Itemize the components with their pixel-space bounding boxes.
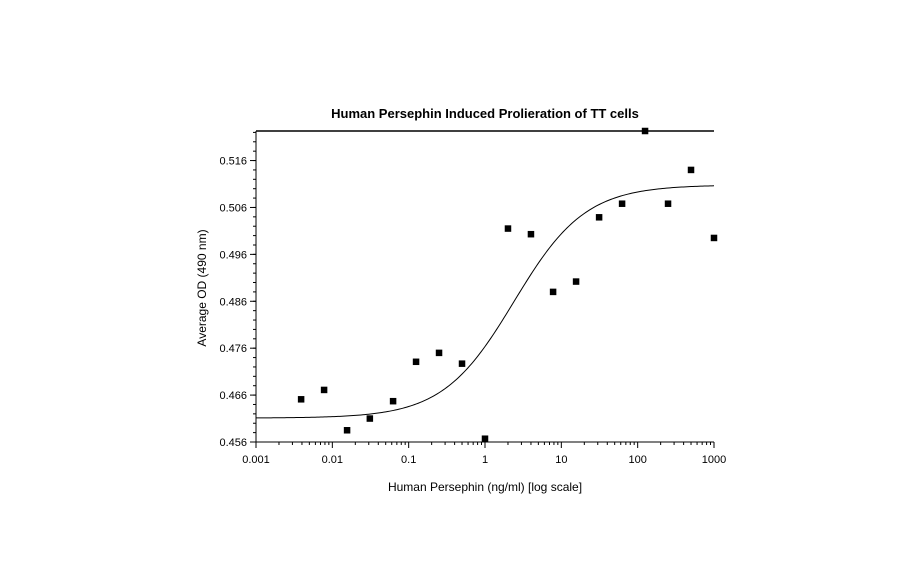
fit-curve	[255, 185, 715, 419]
y-tick-label: 0.516	[219, 156, 247, 168]
data-point	[458, 360, 466, 367]
y-tick-label: 0.456	[219, 437, 247, 449]
data-point	[435, 349, 443, 357]
data-point	[549, 288, 557, 296]
data-points	[297, 127, 718, 442]
data-point	[389, 397, 397, 405]
y-tick-label: 0.466	[219, 390, 247, 402]
data-point	[297, 396, 305, 403]
y-tick-label: 0.506	[219, 202, 247, 214]
data-point	[618, 200, 626, 207]
x-tick-label: 1	[482, 454, 488, 466]
fit-curve-line	[255, 185, 715, 419]
y-axis-label: Average OD (490 nm)	[195, 229, 209, 347]
chart-title: Human Persephin Induced Prolieration of …	[331, 106, 639, 121]
x-tick-label: 0.1	[401, 454, 416, 466]
axes	[255, 130, 714, 443]
data-point	[572, 278, 580, 285]
y-tick-label: 0.486	[219, 296, 247, 308]
x-tick-label: 100	[628, 454, 646, 466]
x-tick-label: 0.001	[242, 454, 270, 466]
data-point	[664, 200, 672, 207]
y-tick-label: 0.496	[219, 249, 247, 261]
data-point	[366, 415, 374, 422]
data-point	[343, 427, 351, 434]
x-tick-label: 10	[555, 454, 567, 466]
ticks: 0.001 0.01 0.1 1 10 100 1000 0.456 0.466 0.476 0.4…	[219, 131, 726, 466]
data-point	[687, 166, 695, 174]
x-tick-label: 0.01	[322, 454, 343, 466]
x-tick-label: 1000	[702, 454, 726, 466]
data-point	[481, 435, 489, 442]
data-point	[412, 358, 420, 366]
x-axis-label: Human Persephin (ng/ml) [log scale]	[387, 480, 583, 494]
data-point	[710, 234, 718, 242]
data-point	[595, 214, 603, 221]
data-point	[320, 386, 328, 394]
y-tick-label: 0.476	[219, 343, 247, 355]
data-point	[504, 225, 512, 232]
data-point	[527, 230, 535, 238]
data-point	[641, 127, 649, 135]
